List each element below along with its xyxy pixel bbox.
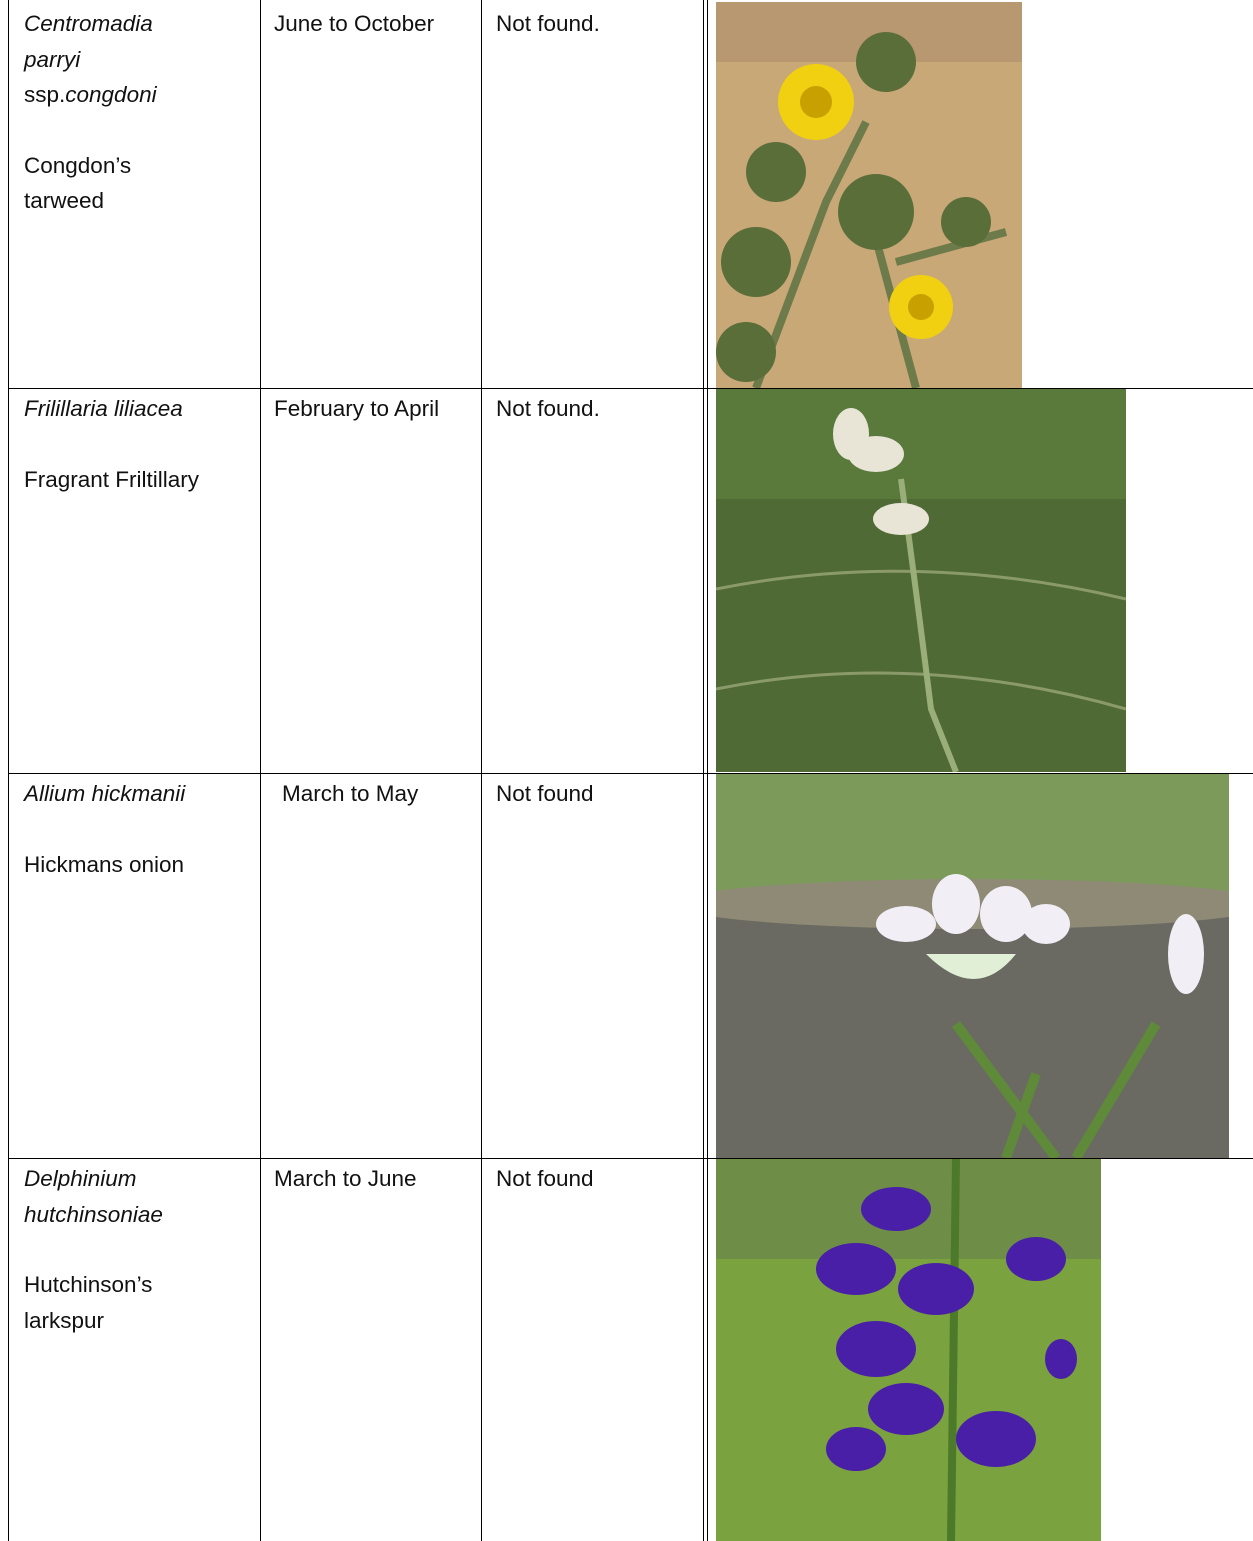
scientific-name: Delphinium hutchinsoniae — [24, 1166, 163, 1227]
border — [481, 0, 482, 1541]
border — [703, 0, 704, 1541]
border — [8, 773, 1253, 774]
border — [8, 0, 9, 1541]
border — [8, 1158, 1253, 1159]
scientific-name: Frilillaria liliacea — [24, 396, 183, 421]
border — [260, 0, 261, 1541]
photo — [716, 389, 1126, 772]
blooming-period: March to May — [282, 781, 419, 806]
blooming-period: June to October — [274, 11, 435, 36]
border — [8, 388, 1253, 389]
photo — [716, 2, 1022, 388]
blooming-period: February to April — [274, 396, 440, 421]
species-cell: Frilillaria liliacea Fragrant Friltillar… — [24, 391, 234, 497]
ssp-prefix: ssp. — [24, 82, 66, 107]
border — [707, 0, 708, 1541]
common-name: Hutchinson’s larkspur — [24, 1272, 153, 1333]
species-cell: Centromadia parryi ssp.congdoni Congdon’s… — [24, 6, 234, 219]
photo — [716, 1159, 1101, 1541]
genus-species: Centromadia parryi — [24, 11, 153, 72]
blooming-period: March to June — [274, 1166, 417, 1191]
scientific-name: Allium hickmanii — [24, 781, 186, 806]
status: Not found. — [496, 396, 600, 421]
status: Not found. — [496, 11, 600, 36]
common-name: Hickmans onion — [24, 851, 185, 877]
photo — [716, 774, 1229, 1158]
status: Not found — [496, 1166, 594, 1191]
status: Not found — [496, 781, 594, 806]
common-name: Fragrant Friltillary — [24, 466, 200, 492]
species-cell: Allium hickmanii Hickmans onion — [24, 776, 234, 882]
subspecies: congdoni — [65, 82, 157, 107]
scientific-name: Centromadia parryi ssp.congdoni — [24, 6, 234, 113]
common-name: Congdon’s tarweed — [24, 152, 132, 214]
species-cell: Delphinium hutchinsoniae Hutchinson’s la… — [24, 1161, 234, 1338]
